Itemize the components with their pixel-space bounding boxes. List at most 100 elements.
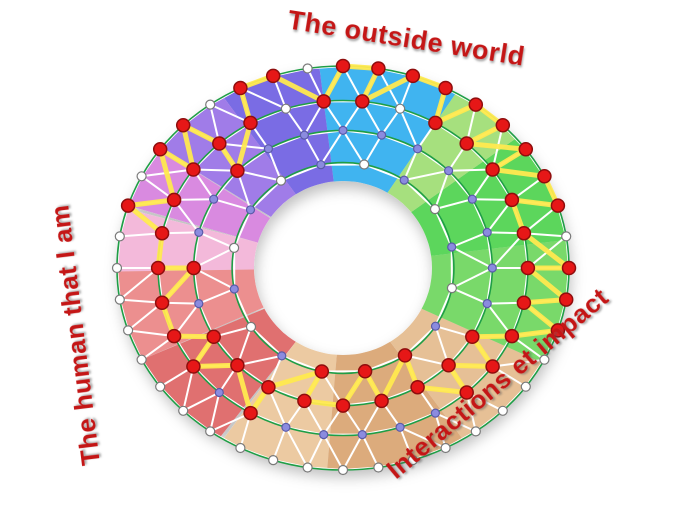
red-node[interactable] bbox=[206, 329, 221, 345]
red-node[interactable] bbox=[166, 328, 182, 344]
red-node[interactable] bbox=[504, 192, 520, 208]
purple-node[interactable] bbox=[319, 430, 329, 440]
red-node[interactable] bbox=[230, 163, 245, 178]
red-node[interactable] bbox=[233, 80, 248, 96]
white-node[interactable] bbox=[235, 442, 246, 454]
purple-node[interactable] bbox=[430, 321, 441, 331]
purple-node[interactable] bbox=[399, 175, 409, 185]
red-node[interactable] bbox=[152, 142, 168, 157]
red-node[interactable] bbox=[561, 260, 577, 276]
white-node[interactable] bbox=[114, 294, 125, 305]
white-node[interactable] bbox=[302, 462, 313, 473]
purple-node[interactable] bbox=[194, 227, 204, 237]
red-node[interactable] bbox=[504, 328, 520, 344]
red-node[interactable] bbox=[520, 260, 536, 276]
white-node[interactable] bbox=[359, 159, 370, 170]
red-node[interactable] bbox=[150, 260, 166, 276]
red-node[interactable] bbox=[468, 97, 484, 112]
white-node[interactable] bbox=[178, 405, 189, 416]
red-node[interactable] bbox=[485, 359, 500, 374]
white-node[interactable] bbox=[268, 455, 279, 466]
red-node[interactable] bbox=[438, 80, 453, 96]
red-node[interactable] bbox=[516, 225, 532, 241]
purple-node[interactable] bbox=[263, 144, 273, 154]
red-node[interactable] bbox=[186, 260, 201, 276]
red-node[interactable] bbox=[314, 364, 330, 379]
purple-node[interactable] bbox=[281, 422, 291, 432]
red-node[interactable] bbox=[518, 142, 534, 157]
red-node[interactable] bbox=[355, 94, 370, 109]
white-node[interactable] bbox=[205, 426, 216, 437]
red-node[interactable] bbox=[243, 115, 258, 131]
white-node[interactable] bbox=[373, 462, 384, 473]
white-node[interactable] bbox=[407, 455, 418, 466]
red-node[interactable] bbox=[397, 348, 413, 363]
white-node[interactable] bbox=[136, 171, 147, 182]
red-node[interactable] bbox=[550, 198, 566, 213]
red-node[interactable] bbox=[459, 136, 474, 151]
white-node[interactable] bbox=[539, 354, 550, 365]
white-node[interactable] bbox=[497, 405, 508, 416]
red-node[interactable] bbox=[465, 329, 480, 345]
white-node[interactable] bbox=[446, 283, 457, 294]
red-node[interactable] bbox=[335, 58, 351, 74]
red-node[interactable] bbox=[212, 136, 227, 151]
red-node[interactable] bbox=[374, 393, 389, 409]
red-node[interactable] bbox=[175, 117, 191, 133]
purple-node[interactable] bbox=[377, 130, 387, 140]
purple-node[interactable] bbox=[316, 160, 326, 170]
red-node[interactable] bbox=[154, 225, 170, 241]
purple-node[interactable] bbox=[214, 387, 224, 398]
red-node[interactable] bbox=[550, 323, 566, 338]
red-node[interactable] bbox=[186, 359, 201, 374]
purple-node[interactable] bbox=[194, 299, 204, 309]
white-node[interactable] bbox=[561, 231, 572, 242]
white-node[interactable] bbox=[205, 99, 216, 110]
purple-node[interactable] bbox=[357, 430, 367, 440]
purple-node[interactable] bbox=[299, 130, 309, 140]
red-node[interactable] bbox=[335, 398, 351, 413]
red-node[interactable] bbox=[516, 295, 532, 311]
purple-node[interactable] bbox=[482, 227, 492, 237]
purple-node[interactable] bbox=[444, 166, 454, 176]
red-node[interactable] bbox=[243, 405, 258, 421]
white-node[interactable] bbox=[470, 426, 481, 437]
white-node[interactable] bbox=[429, 204, 441, 215]
white-node[interactable] bbox=[123, 325, 134, 336]
purple-node[interactable] bbox=[338, 125, 348, 135]
purple-node[interactable] bbox=[430, 408, 440, 418]
red-node[interactable] bbox=[459, 385, 474, 400]
red-node[interactable] bbox=[230, 358, 245, 373]
red-node[interactable] bbox=[357, 364, 373, 379]
red-node[interactable] bbox=[428, 115, 443, 131]
red-node[interactable] bbox=[186, 162, 201, 177]
white-node[interactable] bbox=[302, 63, 313, 74]
purple-node[interactable] bbox=[447, 242, 457, 252]
purple-node[interactable] bbox=[395, 422, 405, 432]
red-node[interactable] bbox=[166, 192, 182, 208]
red-node[interactable] bbox=[265, 68, 281, 84]
red-node[interactable] bbox=[410, 379, 425, 395]
white-node[interactable] bbox=[111, 262, 123, 274]
red-node[interactable] bbox=[371, 61, 386, 76]
white-node[interactable] bbox=[520, 381, 531, 392]
purple-node[interactable] bbox=[277, 351, 287, 361]
red-node[interactable] bbox=[297, 393, 312, 409]
purple-node[interactable] bbox=[487, 263, 497, 273]
purple-node[interactable] bbox=[245, 205, 256, 215]
white-node[interactable] bbox=[155, 381, 166, 392]
white-node[interactable] bbox=[440, 442, 451, 454]
red-node[interactable] bbox=[154, 295, 170, 311]
white-node[interactable] bbox=[114, 231, 125, 242]
white-node[interactable] bbox=[275, 175, 287, 186]
white-node[interactable] bbox=[337, 464, 349, 476]
red-node[interactable] bbox=[261, 379, 276, 395]
red-node[interactable] bbox=[495, 117, 511, 133]
red-node[interactable] bbox=[441, 358, 456, 373]
purple-node[interactable] bbox=[467, 194, 477, 204]
red-node[interactable] bbox=[558, 292, 574, 307]
purple-node[interactable] bbox=[413, 144, 423, 154]
purple-node[interactable] bbox=[209, 194, 219, 204]
white-node[interactable] bbox=[280, 103, 291, 114]
white-node[interactable] bbox=[136, 354, 147, 365]
